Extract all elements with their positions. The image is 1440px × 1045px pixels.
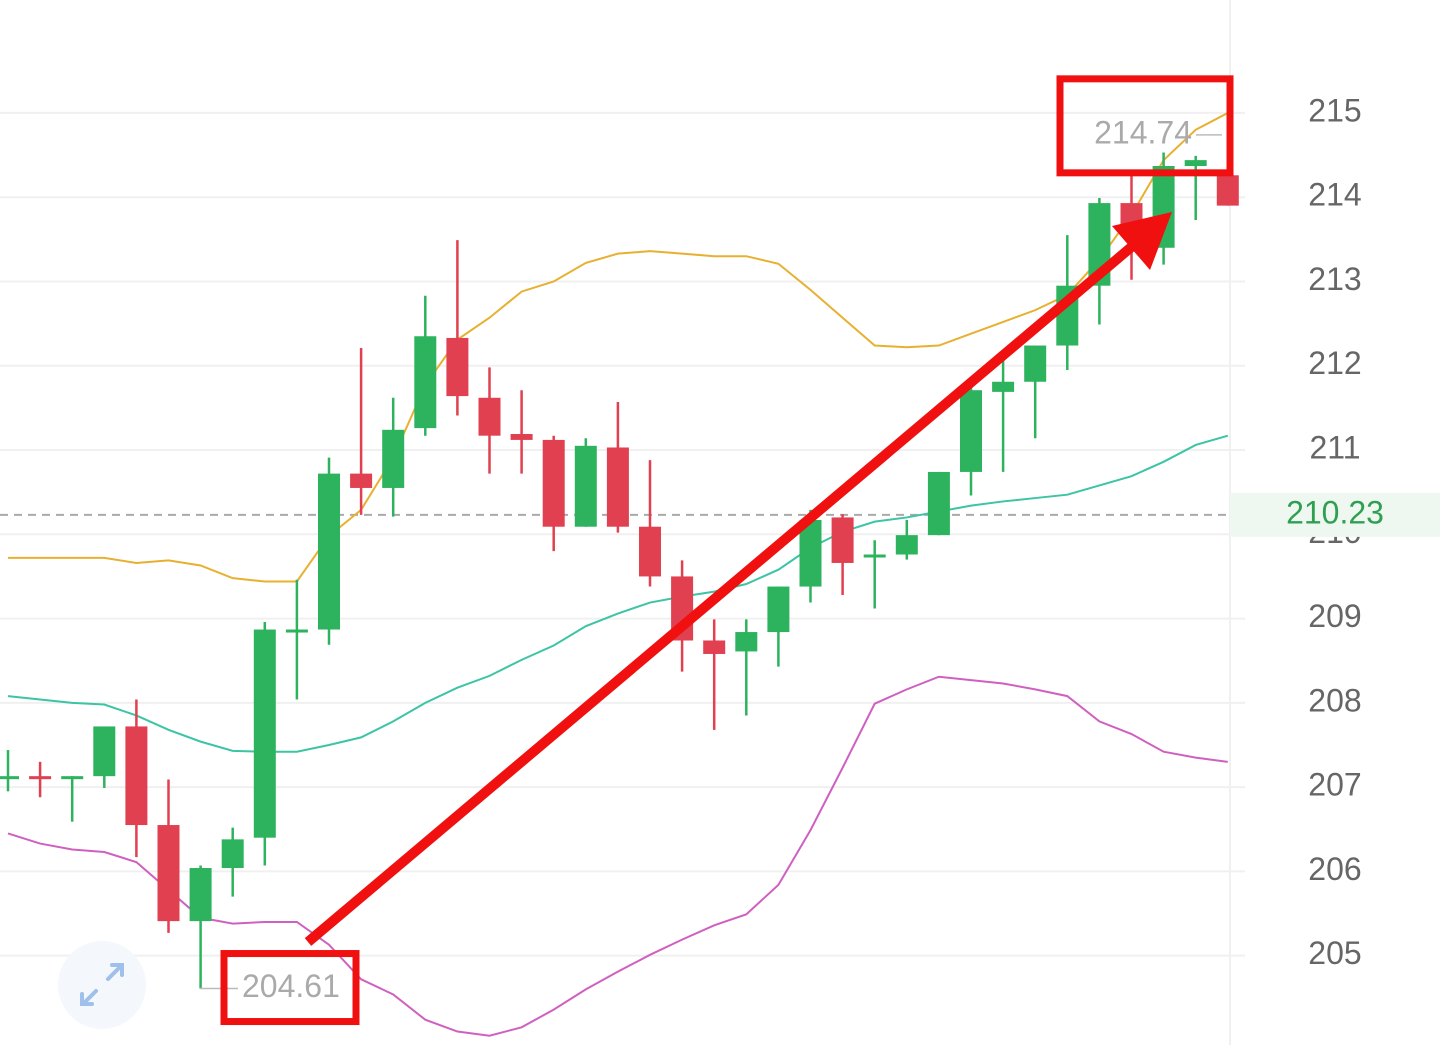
y-tick-label: 213 bbox=[1308, 261, 1361, 297]
candle-body bbox=[606, 447, 629, 527]
candle-body bbox=[863, 554, 886, 558]
candle-body bbox=[446, 337, 469, 397]
grid bbox=[0, 111, 1245, 957]
y-tick-label: 205 bbox=[1308, 935, 1361, 971]
candle-body bbox=[703, 640, 726, 654]
candle-body bbox=[285, 629, 308, 633]
candle-body bbox=[960, 390, 982, 472]
candle-body bbox=[61, 776, 84, 780]
y-tick-label: 211 bbox=[1309, 429, 1360, 465]
candle-body bbox=[831, 517, 854, 563]
candle-body bbox=[1120, 203, 1143, 226]
candle-body bbox=[992, 381, 1015, 392]
candle-body bbox=[927, 471, 950, 536]
candle-body bbox=[125, 726, 148, 826]
candle-body bbox=[478, 397, 501, 436]
candle-body bbox=[1184, 160, 1207, 167]
candle-body bbox=[221, 839, 244, 869]
candle-body bbox=[1024, 345, 1047, 382]
expand-button[interactable] bbox=[58, 941, 146, 1029]
price-tag-bg bbox=[1230, 492, 1440, 537]
y-tick-label: 207 bbox=[1308, 767, 1361, 803]
candle-body bbox=[157, 825, 180, 922]
candle-body bbox=[767, 586, 790, 633]
trend-arrow bbox=[304, 212, 1172, 946]
y-tick-label: 215 bbox=[1308, 92, 1361, 128]
y-tick-label: 208 bbox=[1308, 682, 1361, 718]
arrow-head bbox=[1112, 212, 1172, 270]
candle-body bbox=[1216, 175, 1239, 206]
price-tag: 210.23 bbox=[1286, 494, 1384, 530]
candle-body bbox=[253, 629, 276, 838]
candle-body bbox=[350, 473, 373, 488]
y-tick-label: 214 bbox=[1308, 177, 1361, 213]
candle-body bbox=[189, 868, 212, 922]
candles bbox=[0, 152, 1239, 989]
min-label: 204.61 bbox=[242, 968, 340, 1004]
candle-body bbox=[318, 473, 340, 630]
candle-body bbox=[93, 726, 116, 777]
arrow-line bbox=[304, 240, 1139, 946]
y-tick-label: 206 bbox=[1308, 851, 1361, 887]
candle-body bbox=[382, 429, 405, 488]
candle-body bbox=[29, 776, 52, 780]
candle-body bbox=[735, 632, 758, 652]
candle-body bbox=[542, 439, 565, 527]
band-line bbox=[7, 675, 1228, 1037]
candle-body bbox=[799, 519, 822, 587]
expand-icon[interactable] bbox=[80, 963, 124, 1006]
candle-body bbox=[574, 445, 597, 527]
candle-body bbox=[414, 336, 437, 429]
band-line bbox=[8, 112, 1229, 583]
y-tick-label: 212 bbox=[1308, 345, 1361, 381]
expand-bg[interactable] bbox=[58, 941, 146, 1029]
y-axis: 205206207208209210211212213214215 bbox=[1308, 92, 1361, 971]
min-highlight bbox=[220, 950, 360, 1026]
band-line bbox=[7, 434, 1229, 753]
candle-body bbox=[895, 535, 918, 555]
y-tick-label: 209 bbox=[1308, 598, 1361, 634]
max-highlight bbox=[1056, 75, 1234, 177]
max-label: 214.74 bbox=[1094, 114, 1192, 150]
candle-body bbox=[510, 434, 533, 440]
candle-body bbox=[0, 776, 19, 780]
annotations: 210.23 214.74 204.61 bbox=[200, 75, 1440, 1026]
candle-body bbox=[639, 526, 661, 577]
